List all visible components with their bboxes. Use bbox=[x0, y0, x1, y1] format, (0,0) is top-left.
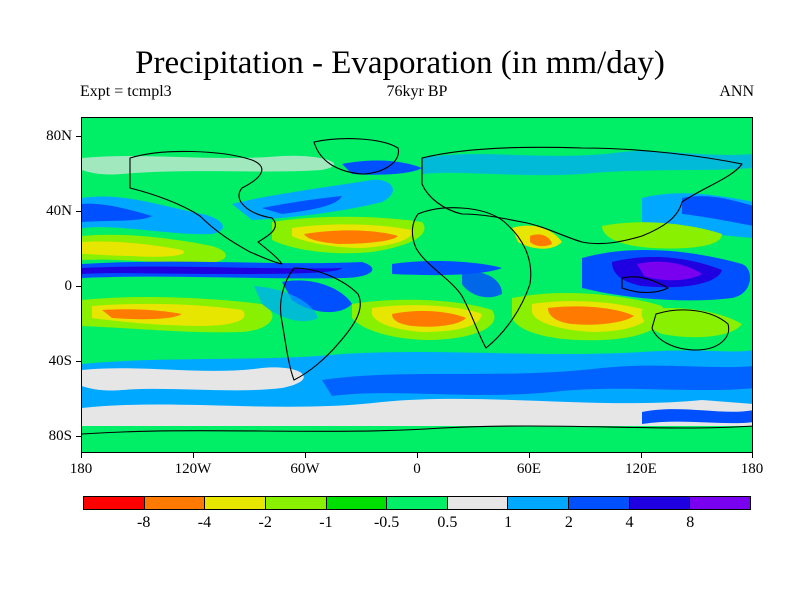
greenland-wet bbox=[342, 160, 422, 175]
lon-tick-mark bbox=[529, 453, 530, 458]
lon-label: 180 bbox=[69, 461, 93, 477]
map-panel bbox=[81, 117, 753, 453]
north-pacific-storm bbox=[82, 203, 152, 222]
antarctica-coast bbox=[82, 425, 752, 435]
antarctic-wet-patch bbox=[642, 409, 752, 424]
lat-label: 80N bbox=[46, 128, 72, 144]
colorbar-label: -8 bbox=[137, 514, 151, 531]
lon-tick-mark bbox=[305, 453, 306, 458]
lat-tick-mark bbox=[76, 211, 81, 212]
colorbar-label: -0.5 bbox=[373, 514, 400, 531]
australia-coast bbox=[651, 309, 730, 351]
lat-label: 40N bbox=[46, 203, 72, 219]
precip-evap-field bbox=[82, 118, 752, 452]
lon-tick-mark bbox=[417, 453, 418, 458]
warm-pool-max bbox=[637, 261, 702, 281]
colorbar-label: -1 bbox=[319, 514, 333, 531]
colorbar-label: -2 bbox=[258, 514, 272, 531]
itcz-pacific-core bbox=[82, 266, 342, 274]
colorbar-label: 0.5 bbox=[437, 514, 458, 531]
map-title: Precipitation - Evaporation (in mm/day) bbox=[135, 45, 665, 81]
lon-label: 60E bbox=[516, 461, 542, 477]
lon-tick-mark bbox=[81, 453, 82, 458]
north-america-coast bbox=[129, 150, 283, 265]
colorbar-label: 4 bbox=[625, 514, 634, 531]
gulf-stream-storm bbox=[262, 196, 342, 214]
lat-tick-mark bbox=[76, 136, 81, 137]
colorbar-box bbox=[387, 497, 448, 509]
lat-label: 0 bbox=[64, 278, 73, 294]
coastlines bbox=[82, 138, 752, 435]
lon-tick-mark bbox=[193, 453, 194, 458]
lon-label: 120E bbox=[625, 461, 657, 477]
lat-label: 40S bbox=[48, 353, 72, 369]
colorbar-box bbox=[447, 497, 509, 509]
period-label: 76kyr BP bbox=[386, 83, 448, 100]
south-america-coast bbox=[279, 267, 361, 381]
season-label: ANN bbox=[719, 83, 754, 100]
greenland-coast bbox=[313, 138, 399, 175]
colorbar-label: -4 bbox=[197, 514, 212, 531]
lat-tick-mark bbox=[76, 286, 81, 287]
lon-tick-mark bbox=[752, 453, 753, 458]
australia-dry bbox=[641, 307, 742, 338]
itcz-atlantic bbox=[392, 261, 502, 276]
eurasia-coast bbox=[421, 146, 743, 245]
lon-label: 120W bbox=[174, 461, 212, 477]
lat-tick-mark bbox=[76, 361, 81, 362]
southern-storm-track bbox=[322, 365, 752, 396]
north-pacific-east bbox=[82, 196, 223, 235]
wpac-sub-dry bbox=[602, 222, 722, 249]
antarctica bbox=[82, 430, 752, 452]
congo-wet bbox=[462, 272, 502, 298]
colorbar-box bbox=[629, 497, 691, 509]
natl-sub-dry-core bbox=[304, 230, 398, 244]
maritime-continent-coast bbox=[621, 276, 669, 294]
colorbar-box bbox=[144, 497, 206, 509]
south-pacific-band bbox=[82, 367, 304, 391]
colorbar-box bbox=[205, 497, 266, 509]
africa-coast bbox=[411, 207, 532, 349]
colorbar-box bbox=[508, 497, 570, 509]
kuroshio-storm bbox=[682, 196, 752, 226]
antarctic-margin bbox=[82, 398, 752, 426]
arctic-band bbox=[82, 155, 335, 175]
sind-sub-dry-core bbox=[548, 306, 634, 325]
colorbar-box bbox=[84, 497, 145, 509]
eurasia-north-wet bbox=[422, 151, 752, 176]
lon-label: 180 bbox=[740, 461, 764, 477]
satl-sub-dry-core bbox=[392, 311, 466, 327]
colorbar-box bbox=[569, 497, 630, 509]
colorbar-label: 8 bbox=[686, 514, 695, 531]
experiment-label: Expt = tcmpl3 bbox=[80, 83, 172, 100]
lon-tick-mark bbox=[641, 453, 642, 458]
colorbar-label: 1 bbox=[504, 514, 513, 531]
lat-tick-mark bbox=[76, 436, 81, 437]
colorbar-box bbox=[265, 497, 327, 509]
lon-label: 0 bbox=[413, 461, 421, 477]
colorbar bbox=[83, 496, 751, 510]
arabian-dry-core bbox=[530, 234, 552, 247]
lat-label: 80S bbox=[48, 428, 72, 444]
colorbar-box bbox=[326, 497, 388, 509]
colorbar-label: 2 bbox=[564, 514, 573, 531]
npac-sub-dry bbox=[82, 241, 184, 257]
colorbar-box bbox=[690, 497, 751, 509]
spac-sub-dry-core bbox=[102, 309, 182, 320]
lon-label: 60W bbox=[290, 461, 320, 477]
spcz-wet bbox=[254, 286, 318, 322]
